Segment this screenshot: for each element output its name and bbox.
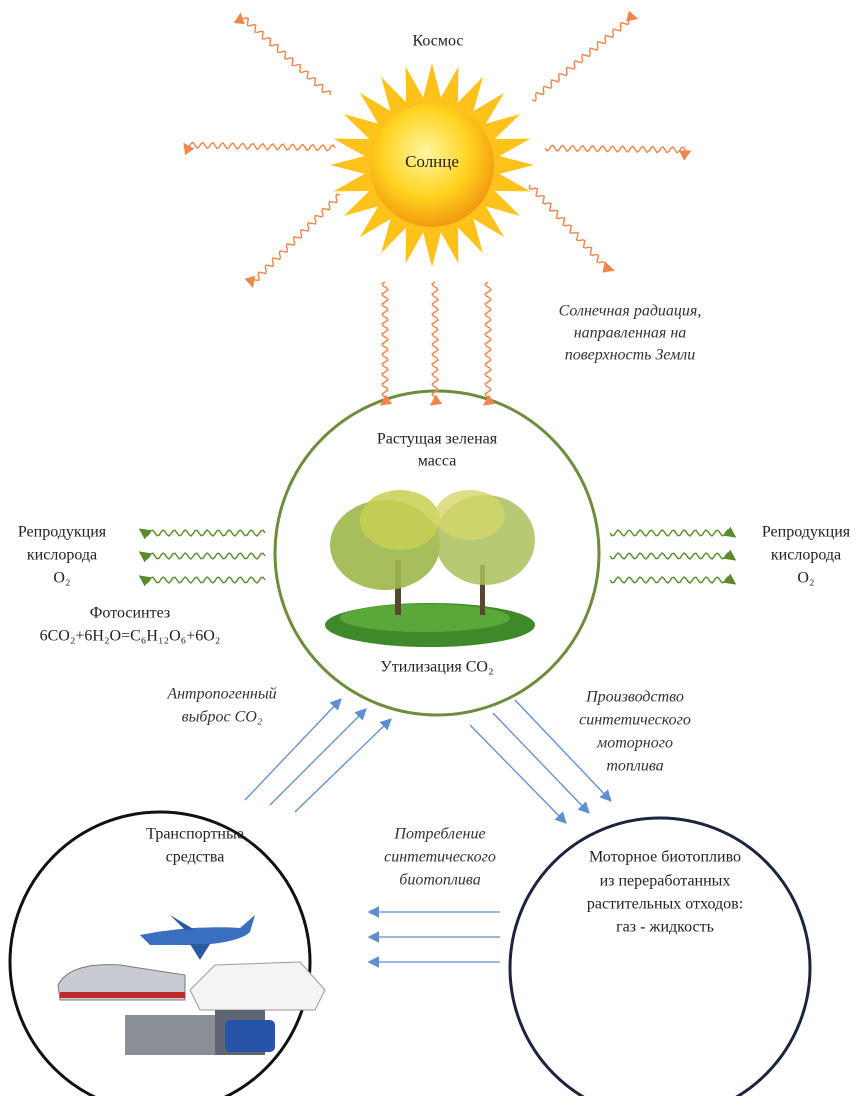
wavy-arrow [185,142,335,150]
transport-label: Транспортные [146,826,244,843]
radiation-label: поверхность Земли [565,347,696,364]
production-label: синтетического [579,712,691,729]
consumption-label: Потребление [393,826,485,843]
production-label: Производство [585,689,684,706]
production-label: моторного [596,735,673,752]
green-mass-caption: Утилизация CO₂ [380,659,493,676]
radiation-label: направленная на [574,325,687,342]
transport-label: средства [166,849,225,866]
photosynthesis-title: Фотосинтез [90,605,170,622]
oxygen-label: O₂ [797,570,814,587]
photosynthesis-formula: 6CO₂+6H₂O=C₆H₁₂O₆+6O₂ [40,628,221,645]
wavy-arrow [610,530,734,536]
wavy-arrow [251,194,340,285]
consumption-label: биотоплива [399,872,480,889]
green-mass-title: Растущая зеленая [377,431,498,448]
wavy-arrow [532,16,636,101]
wavy-arrow [485,282,491,404]
radiation-label: Солнечная радиация, [559,303,702,320]
oxygen-label: Репродукция [762,524,851,541]
emission-label: Антропогенный [166,686,276,703]
biofuel-label: газ - жидкость [616,919,714,936]
oxygen-label: O₂ [53,570,70,587]
wavy-arrow [610,553,734,559]
production-label: топлива [606,758,663,775]
biofuel-label: Моторное биотопливо [589,849,741,866]
wavy-arrow [240,15,331,95]
wavy-arrow [141,530,265,536]
oxygen-label: кислорода [771,547,841,564]
wavy-arrow [382,282,388,404]
wavy-arrow [141,553,265,559]
oxygen-label: Репродукция [18,524,107,541]
wavy-arrow [610,577,734,583]
page: {"space": "Космос", "sun": "Солнце", "so… [0,0,860,1096]
trees [325,490,535,647]
consumption-label: синтетического [384,849,496,866]
oxygen-label: кислорода [27,547,97,564]
sun-label: Солнце [405,152,459,171]
wavy-arrow [141,577,265,583]
wavy-arrow [529,185,612,270]
diagram: Космос Солнце Солнечная радиация, направ… [0,0,860,1096]
wavy-arrow [545,145,689,153]
green-mass-title: масса [418,453,457,470]
biofuel-label: растительных отходов: [587,896,743,913]
emission-label: выброс CO₂ [182,709,263,726]
space-label: Космос [413,33,464,50]
wavy-arrow [432,282,438,404]
biofuel-label: из переработанных [600,873,731,890]
